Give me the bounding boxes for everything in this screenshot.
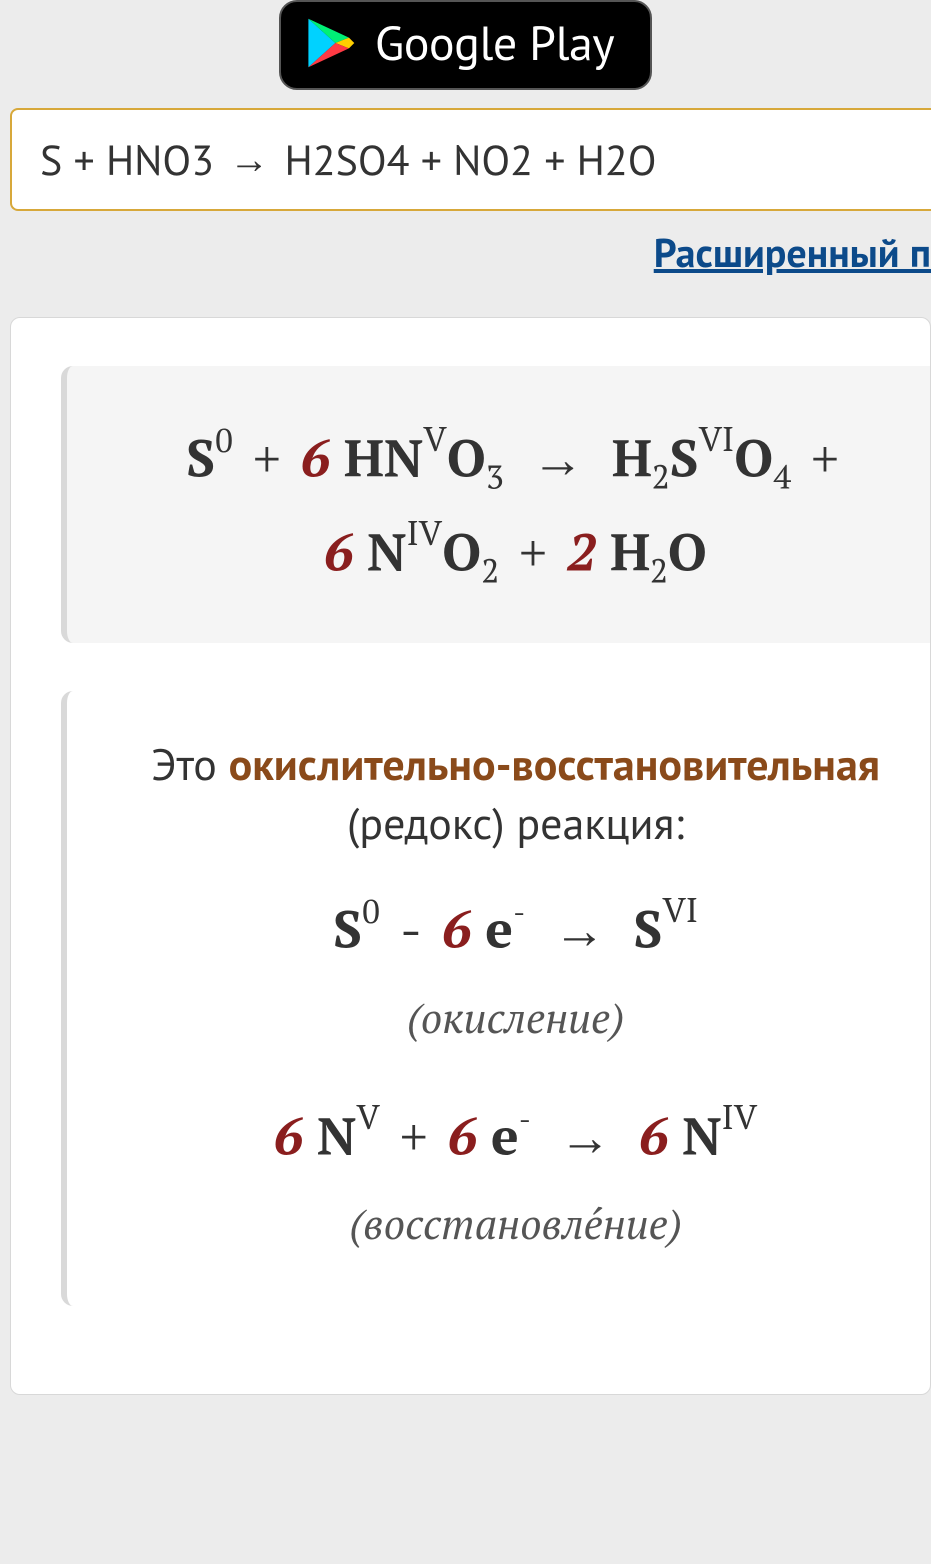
- main-equation: S0 + 6 HNVO3 → H2SVIO4 +6 NIVO2 + 2 H2O: [101, 410, 930, 599]
- desc-prefix: Это: [151, 736, 229, 793]
- advanced-search-row: Расширенный п: [0, 211, 931, 317]
- google-play-label: Google Play: [375, 12, 614, 74]
- reduction-half-reaction: 6 NV + 6 e- → 6 NIV: [101, 1088, 930, 1179]
- google-play-badge-container: Google Play: [0, 0, 931, 108]
- oxidation-half-reaction: S0 - 6 e- → SVI: [101, 881, 930, 972]
- redox-panel: Это окислительно-восстановительная (редо…: [61, 691, 930, 1307]
- redox-description: Это окислительно-восстановительная (редо…: [101, 735, 930, 854]
- desc-highlight: окислительно-восстановительная: [229, 736, 880, 793]
- search-input[interactable]: S + HNO3 → H2SO4 + NO2 + H2O: [10, 108, 931, 211]
- search-value: S + HNO3 → H2SO4 + NO2 + H2O: [40, 132, 657, 187]
- advanced-search-link[interactable]: Расширенный п: [654, 227, 931, 279]
- reduction-note: (восстановле́ние): [101, 1196, 930, 1252]
- google-play-icon: [303, 16, 357, 70]
- equation-panel: S0 + 6 HNVO3 → H2SVIO4 +6 NIVO2 + 2 H2O: [61, 366, 930, 643]
- desc-suffix: (редокс) реакция:: [347, 795, 684, 852]
- google-play-badge[interactable]: Google Play: [279, 0, 652, 90]
- oxidation-note: (окисление): [101, 990, 930, 1046]
- result-card: S0 + 6 HNVO3 → H2SVIO4 +6 NIVO2 + 2 H2O …: [10, 317, 931, 1395]
